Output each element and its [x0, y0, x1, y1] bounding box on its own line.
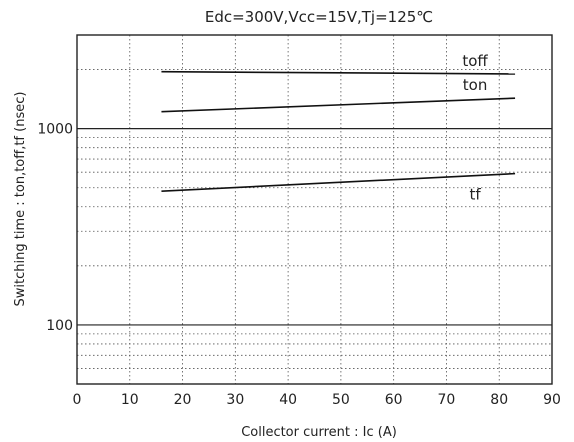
x-tick-label: 20: [174, 392, 192, 408]
y-tick-label: 100: [46, 318, 73, 334]
series-label-tf: tf: [469, 186, 481, 204]
x-tick-label: 70: [438, 392, 456, 408]
x-tick-label: 40: [279, 392, 297, 408]
y-axis-label: Switching time : ton,toff,tf (nsec): [13, 92, 28, 307]
x-tick-label: 30: [226, 392, 244, 408]
chart-title: Edc=300V,Vcc=15V,Tj=125℃: [205, 8, 433, 26]
x-tick-label: 90: [543, 392, 561, 408]
y-tick-label: 1000: [37, 122, 73, 138]
series-group: toff ton tf: [161, 52, 516, 204]
series-label-toff: toff: [462, 52, 488, 70]
series-label-ton: ton: [463, 76, 488, 94]
x-axis-label: Collector current : Ic (A): [241, 425, 397, 440]
x-tick-label: 10: [121, 392, 139, 408]
series-line-tf: [161, 172, 516, 193]
series-line-toff: [161, 70, 516, 75]
x-tick-label: 50: [332, 392, 350, 408]
x-tick-label: 60: [385, 392, 403, 408]
series-line-ton: [161, 97, 516, 113]
grid: [77, 35, 552, 384]
x-tick-label: 80: [490, 392, 508, 408]
x-tick-label: 0: [73, 392, 82, 408]
tick-labels: 0 10 20 30 40 50 60 70 80 90 100 1000: [37, 122, 561, 408]
plot-frame: [76, 34, 553, 385]
